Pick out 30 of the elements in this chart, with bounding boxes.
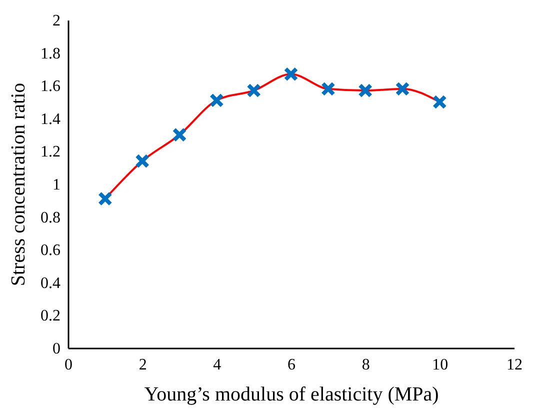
y-tick-label: 1.6 xyxy=(40,78,60,96)
x-tick-label: 4 xyxy=(213,356,222,374)
x-tick-label: 0 xyxy=(64,356,72,374)
x-tick-label: 6 xyxy=(288,356,296,374)
x-tick-label: 2 xyxy=(138,356,147,374)
y-tick-label: 1.2 xyxy=(40,144,60,161)
y-tick-label: 0.8 xyxy=(40,209,60,226)
point xyxy=(358,83,373,98)
y-tick-label: 1 xyxy=(52,176,60,194)
point xyxy=(246,83,262,98)
y-tick-label: 2 xyxy=(52,12,60,30)
y-tick-label: 1.4 xyxy=(40,110,60,128)
y-tick-label: 0.4 xyxy=(40,274,60,292)
y-tick-label: 0.2 xyxy=(40,308,60,325)
point xyxy=(172,128,187,142)
point xyxy=(98,192,112,206)
point xyxy=(135,154,150,168)
x-tick-label: 8 xyxy=(362,356,370,374)
point xyxy=(209,93,224,108)
x-tick-label: 10 xyxy=(432,356,448,374)
point xyxy=(432,94,447,110)
x-axis-title: Young’s modulus of elasticity (MPa) xyxy=(144,384,439,406)
y-axis-title: Stress concentration ratio xyxy=(8,82,30,286)
y-tick-label: 0.6 xyxy=(40,242,60,260)
x-tick-label: 12 xyxy=(506,356,522,374)
y-tick-label: 1.8 xyxy=(40,45,60,62)
point xyxy=(320,82,336,96)
point xyxy=(395,82,410,96)
y-tick-label: 0 xyxy=(52,340,60,358)
point xyxy=(284,66,298,82)
